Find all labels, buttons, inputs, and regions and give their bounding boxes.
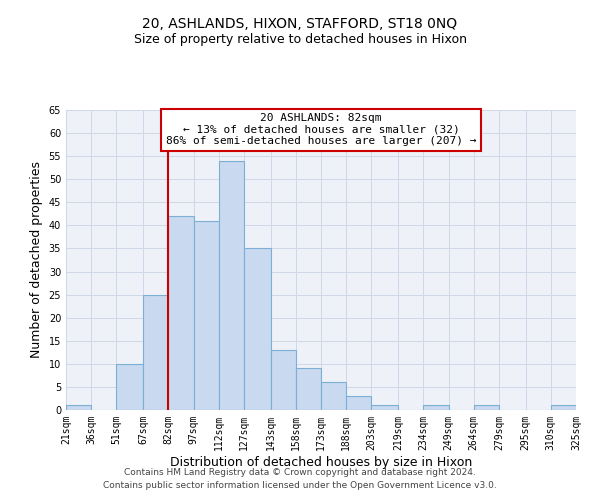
Y-axis label: Number of detached properties: Number of detached properties (30, 162, 43, 358)
Bar (66, 406, 91, 410)
Bar (321, 382, 346, 410)
Bar (346, 396, 371, 410)
Bar (551, 406, 576, 410)
Text: 20, ASHLANDS, HIXON, STAFFORD, ST18 0NQ: 20, ASHLANDS, HIXON, STAFFORD, ST18 0NQ (142, 18, 458, 32)
Bar (116, 364, 143, 410)
Bar (296, 368, 321, 410)
Bar (424, 406, 449, 410)
Text: Contains public sector information licensed under the Open Government Licence v3: Contains public sector information licen… (103, 482, 497, 490)
X-axis label: Distribution of detached houses by size in Hixon: Distribution of detached houses by size … (170, 456, 472, 468)
Bar (473, 406, 499, 410)
Bar (244, 248, 271, 410)
Text: Size of property relative to detached houses in Hixon: Size of property relative to detached ho… (133, 32, 467, 46)
Bar (218, 161, 244, 410)
Bar (193, 221, 218, 410)
Bar (169, 216, 193, 410)
Text: 20 ASHLANDS: 82sqm
← 13% of detached houses are smaller (32)
86% of semi-detache: 20 ASHLANDS: 82sqm ← 13% of detached hou… (166, 113, 476, 146)
Bar (371, 406, 398, 410)
Bar (271, 350, 296, 410)
Text: Contains HM Land Registry data © Crown copyright and database right 2024.: Contains HM Land Registry data © Crown c… (124, 468, 476, 477)
Bar (143, 294, 169, 410)
